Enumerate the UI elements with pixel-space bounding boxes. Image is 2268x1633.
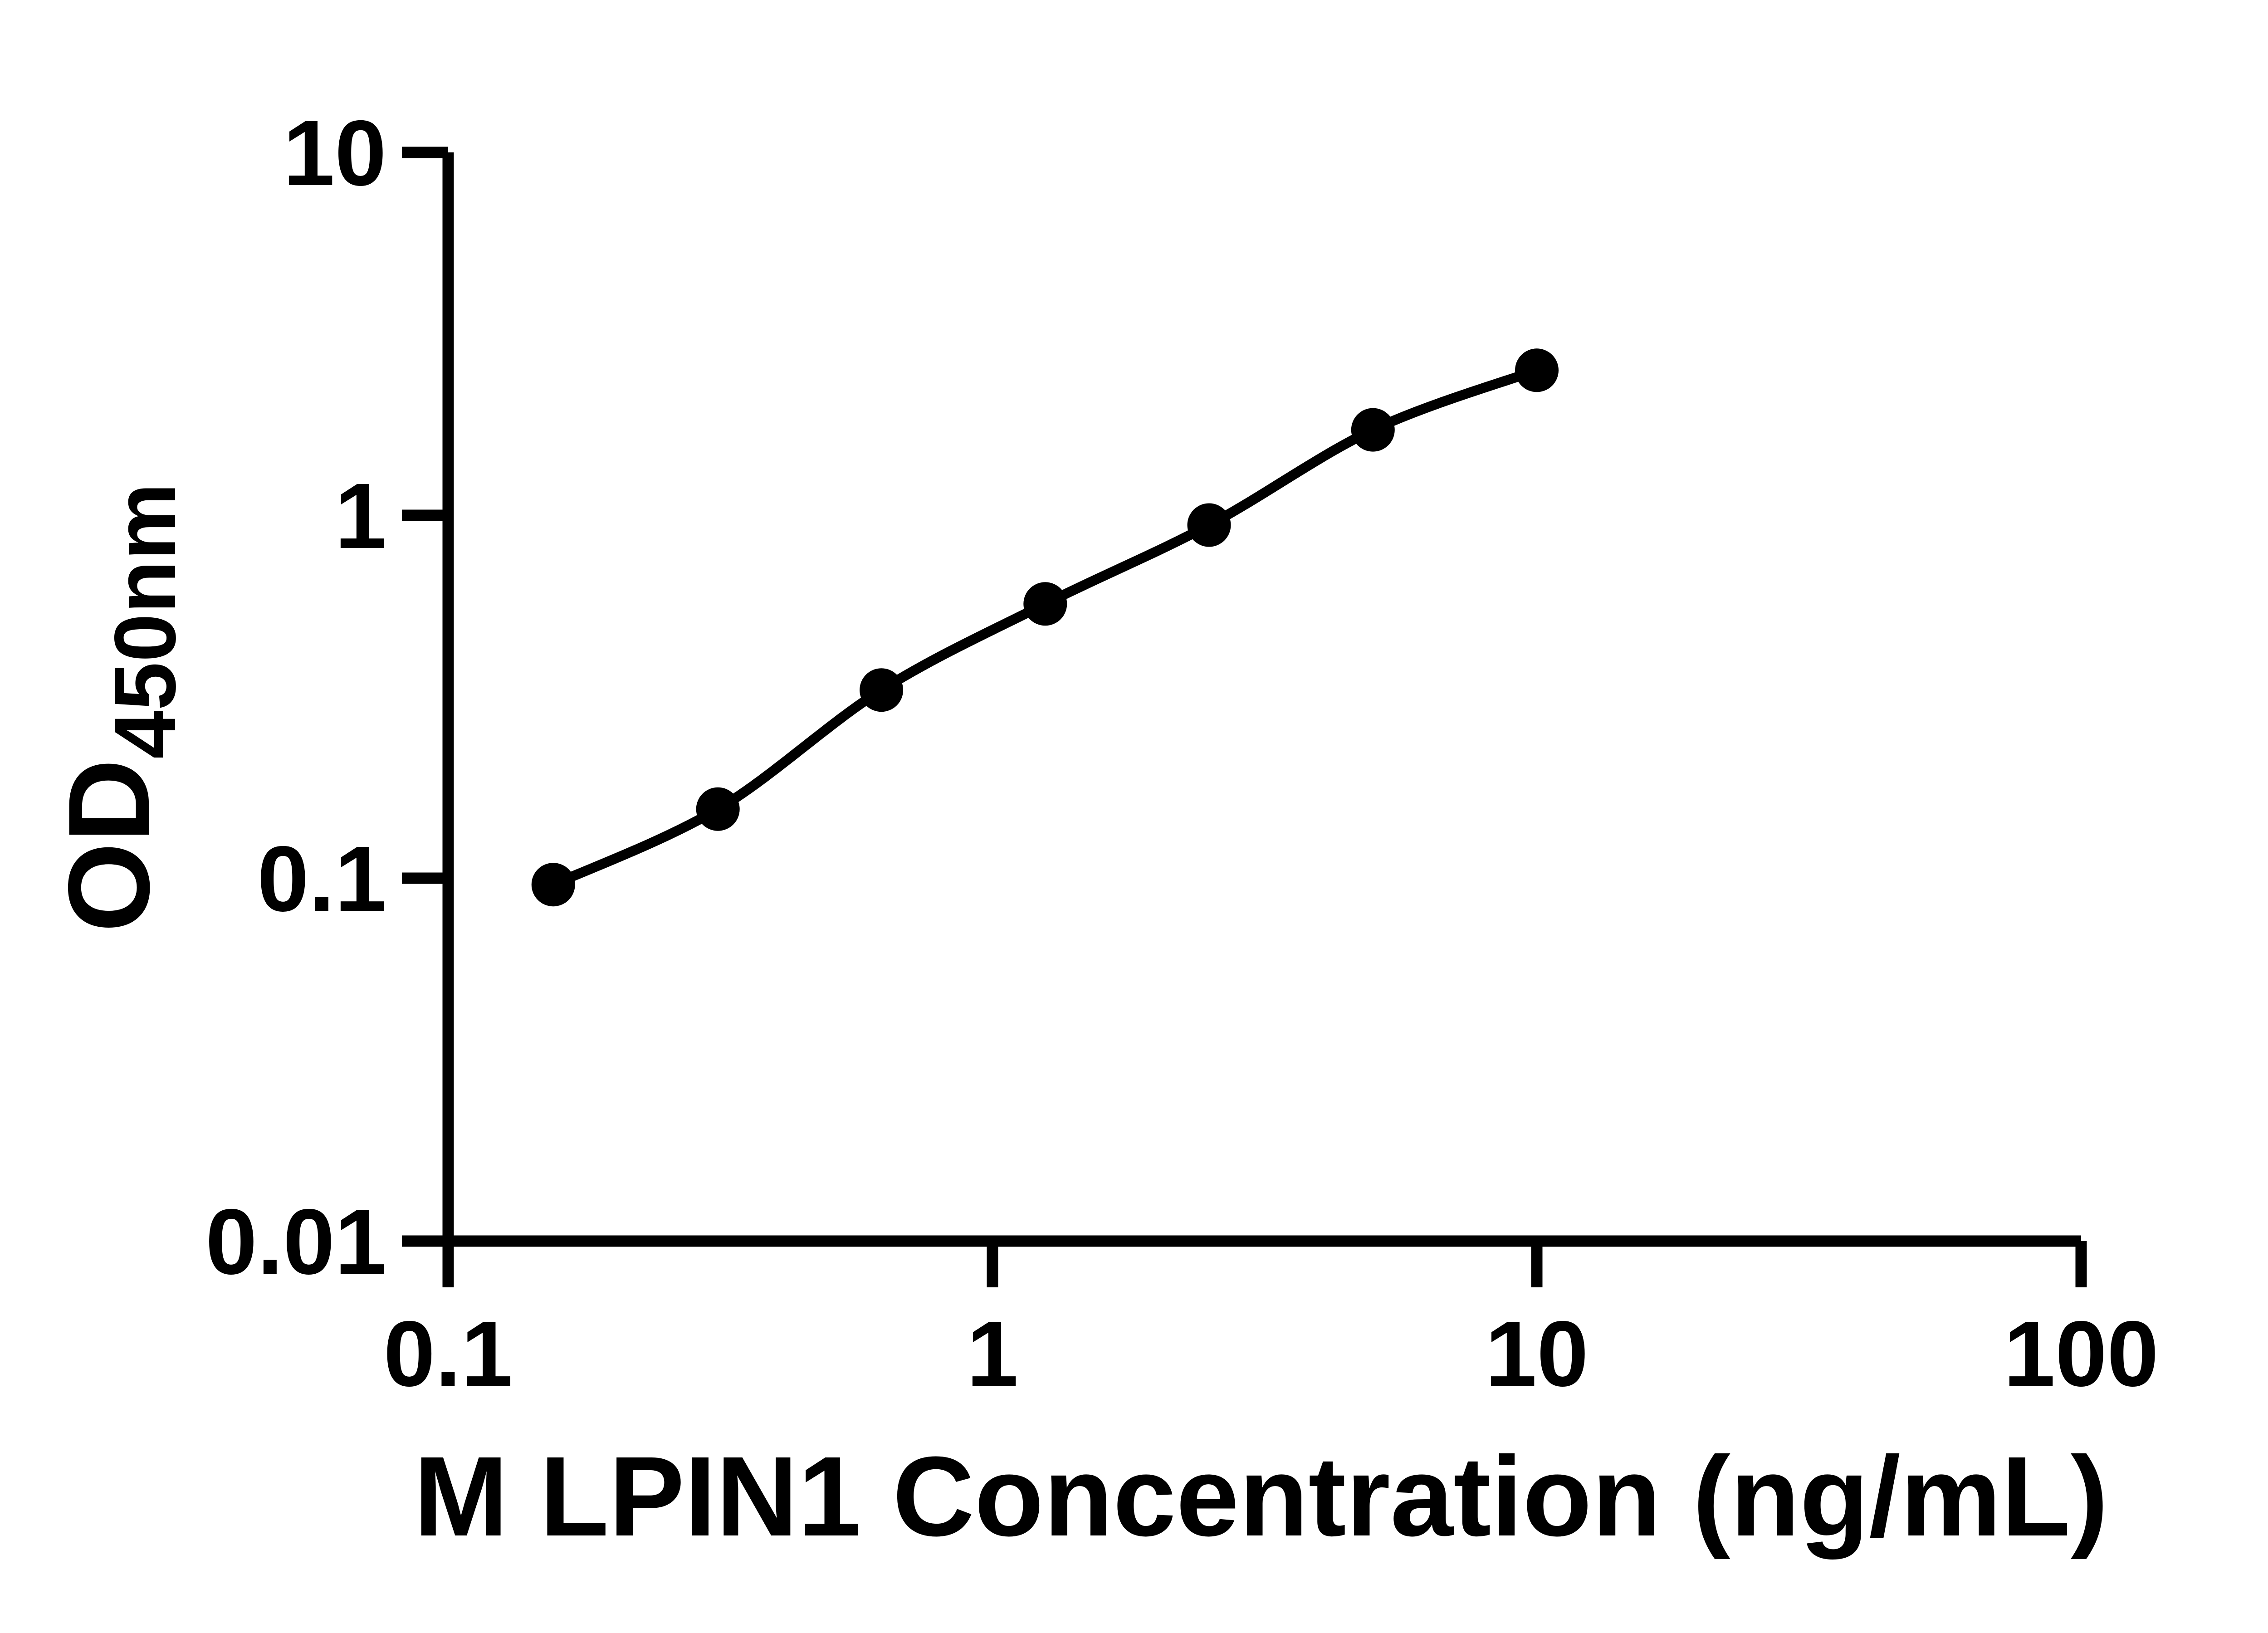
y-tick-label: 1 bbox=[335, 464, 386, 568]
x-tick-label: 100 bbox=[2004, 1302, 2159, 1406]
y-tick-label: 0.01 bbox=[205, 1190, 386, 1294]
y-tick-label: 10 bbox=[283, 101, 386, 205]
data-point bbox=[1187, 503, 1231, 547]
data-point bbox=[696, 787, 740, 831]
data-point bbox=[860, 668, 904, 712]
x-tick-label: 0.1 bbox=[384, 1302, 513, 1406]
axis-ticks bbox=[402, 147, 2087, 1287]
y-tick-label: 0.1 bbox=[257, 827, 386, 931]
x-tick-label: 10 bbox=[1485, 1302, 1589, 1406]
data-point bbox=[531, 863, 575, 907]
data-series bbox=[531, 348, 1559, 907]
y-axis-title-main: OD bbox=[44, 759, 174, 933]
data-point bbox=[1023, 582, 1067, 626]
y-axis-title: OD450nm bbox=[44, 483, 194, 933]
data-point bbox=[1351, 408, 1395, 452]
y-axis-title-subscript: 450nm bbox=[96, 483, 194, 759]
data-point bbox=[1515, 348, 1559, 392]
axes bbox=[442, 152, 2081, 1247]
x-tick-label: 1 bbox=[967, 1302, 1018, 1406]
x-axis-title: M LPIN1 Concentration (ng/mL) bbox=[414, 1433, 2108, 1560]
